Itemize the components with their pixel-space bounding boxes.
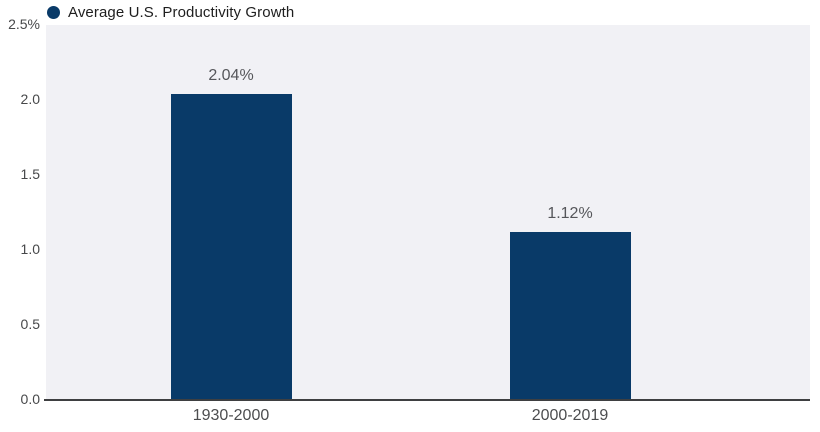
plot-area [46, 25, 810, 400]
bar-value-label: 2.04% [208, 67, 254, 84]
legend-label: Average U.S. Productivity Growth [68, 4, 295, 21]
y-tick-label: 2.0 [20, 91, 40, 107]
x-axis-baseline [44, 399, 810, 401]
y-tick-label: 1.5 [20, 166, 40, 182]
y-tick-label: 0.0 [20, 391, 40, 407]
y-tick-label: 0.5 [20, 316, 40, 332]
chart-legend: Average U.S. Productivity Growth [47, 4, 294, 21]
bar-1930-2000 [170, 94, 292, 400]
bar-value-label: 1.12% [547, 205, 593, 222]
y-tick-label: 2.5% [8, 16, 40, 32]
legend-dot-icon [47, 6, 60, 19]
x-tick-label: 1930-2000 [192, 407, 270, 424]
x-tick-label: 2000-2019 [531, 407, 609, 424]
y-tick-label: 1.0 [20, 241, 40, 257]
bar-2000-2019 [509, 232, 631, 400]
